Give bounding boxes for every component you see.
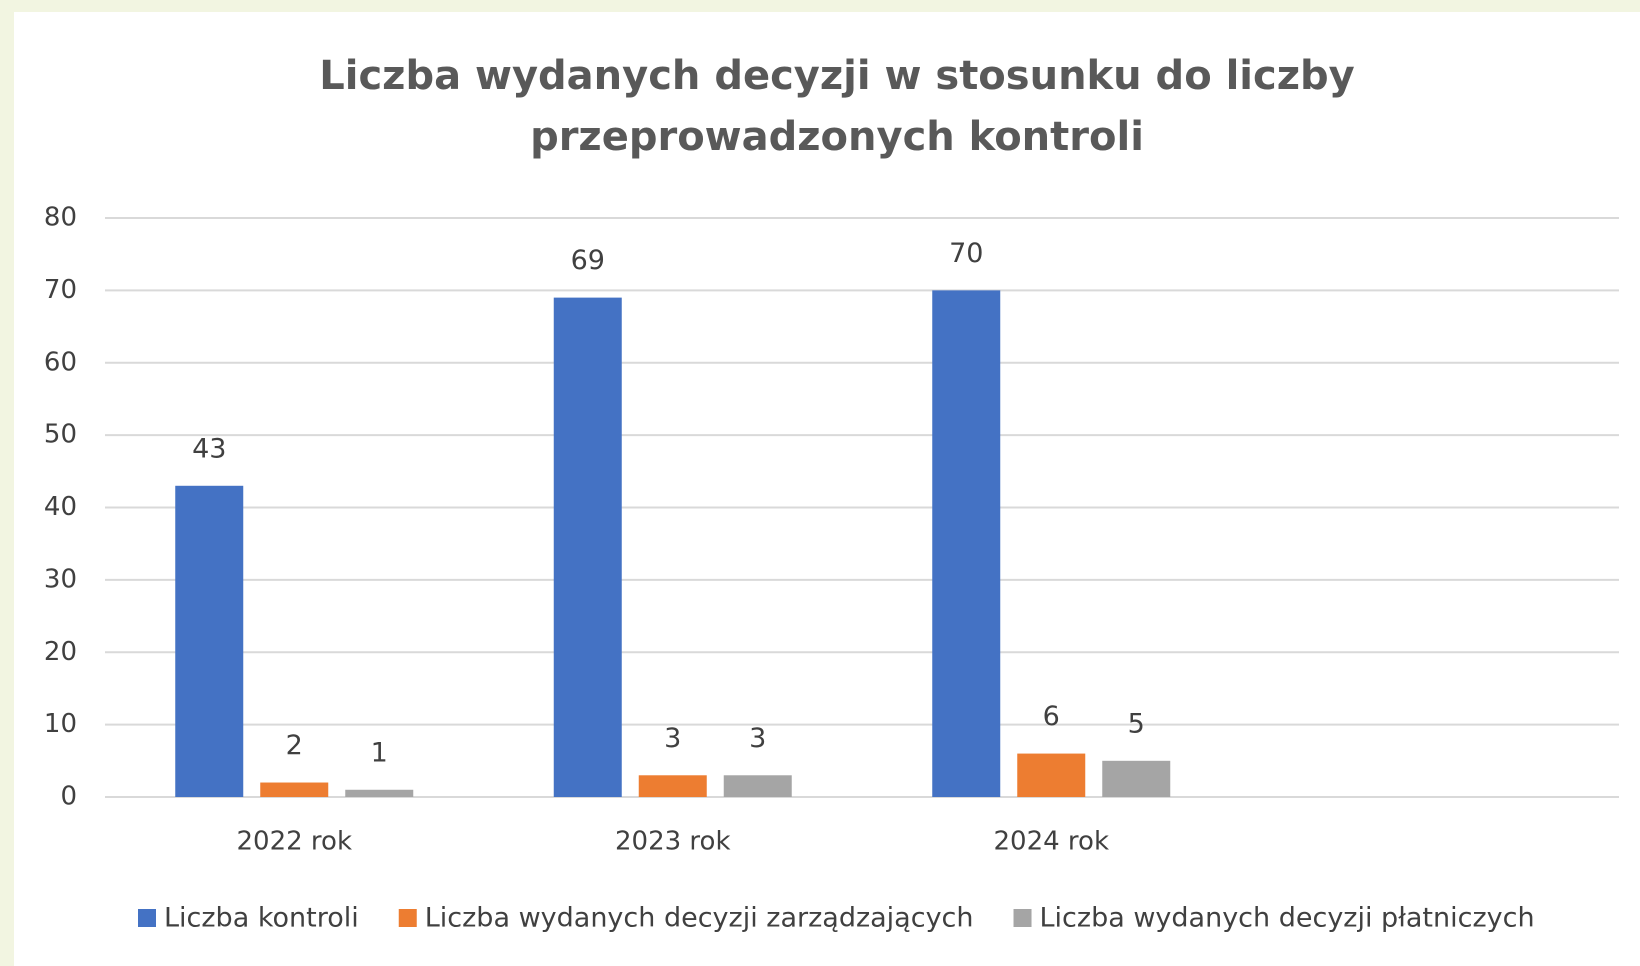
y-tick-label: 20 <box>44 637 77 667</box>
y-tick-label: 30 <box>44 564 77 594</box>
bar <box>175 485 244 797</box>
y-tick-label: 70 <box>44 275 77 305</box>
bar <box>345 789 414 797</box>
data-label: 3 <box>749 723 766 754</box>
data-label: 5 <box>1128 708 1145 739</box>
chart-title: przeprowadzonych kontroli <box>530 114 1144 160</box>
x-tick-label: 2022 rok <box>236 827 352 857</box>
bar <box>723 775 792 797</box>
bar <box>932 290 1001 797</box>
data-label: 6 <box>1043 701 1060 732</box>
legend-label: Liczba wydanych decyzji płatniczych <box>1040 903 1535 934</box>
legend-marker <box>398 909 417 927</box>
data-label: 2 <box>286 730 303 761</box>
y-tick-label: 60 <box>44 347 77 377</box>
data-label: 69 <box>571 245 605 276</box>
bar <box>260 782 329 797</box>
y-tick-label: 40 <box>44 492 77 522</box>
legend-label: Liczba wydanych decyzji zarządzających <box>425 903 974 934</box>
chart-panel <box>14 12 1640 966</box>
legend-label: Liczba kontroli <box>164 903 359 934</box>
x-tick-label: 2024 rok <box>993 827 1109 857</box>
y-tick-label: 10 <box>44 709 77 739</box>
data-label: 3 <box>664 723 681 754</box>
data-label: 70 <box>949 238 983 269</box>
y-tick-label: 0 <box>60 782 77 812</box>
data-label: 1 <box>371 737 388 768</box>
bar <box>638 775 707 797</box>
chart-title: Liczba wydanych decyzji w stosunku do li… <box>319 53 1354 99</box>
legend-marker <box>1013 909 1032 927</box>
x-tick-label: 2023 rok <box>615 827 731 857</box>
bar <box>553 297 622 797</box>
bar <box>1102 760 1171 797</box>
y-tick-label: 80 <box>44 203 77 233</box>
y-tick-label: 50 <box>44 420 77 450</box>
bar <box>1017 753 1086 797</box>
data-label: 43 <box>192 433 226 464</box>
legend-marker <box>138 909 156 927</box>
